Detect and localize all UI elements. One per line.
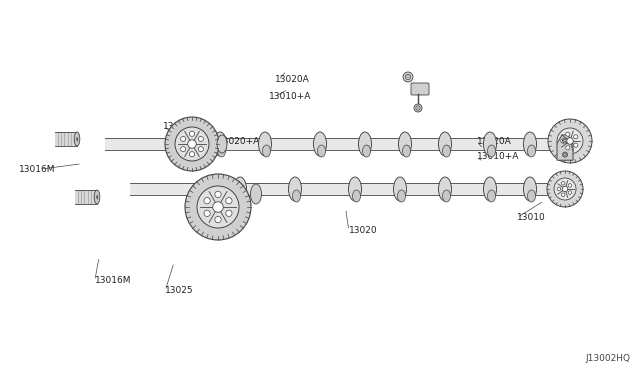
Circle shape — [568, 184, 572, 187]
Ellipse shape — [438, 177, 451, 201]
Circle shape — [414, 104, 422, 112]
Circle shape — [416, 106, 420, 110]
Bar — [105, 138, 565, 150]
Circle shape — [566, 146, 570, 150]
Circle shape — [198, 137, 204, 141]
Ellipse shape — [524, 177, 536, 201]
Ellipse shape — [358, 132, 371, 156]
Text: 13020: 13020 — [349, 226, 378, 235]
Ellipse shape — [524, 132, 536, 156]
Ellipse shape — [483, 177, 497, 201]
Ellipse shape — [527, 145, 536, 157]
Ellipse shape — [438, 132, 451, 156]
Ellipse shape — [527, 190, 536, 202]
Ellipse shape — [317, 145, 326, 157]
Ellipse shape — [94, 190, 100, 204]
Ellipse shape — [289, 177, 301, 201]
Circle shape — [563, 186, 568, 192]
Ellipse shape — [217, 135, 227, 153]
Circle shape — [165, 117, 219, 171]
Polygon shape — [557, 135, 573, 160]
Ellipse shape — [214, 132, 227, 156]
Circle shape — [405, 74, 411, 80]
Ellipse shape — [314, 132, 326, 156]
Circle shape — [563, 138, 568, 143]
Circle shape — [212, 202, 223, 212]
Ellipse shape — [548, 177, 561, 201]
Circle shape — [567, 138, 573, 144]
Circle shape — [198, 147, 204, 152]
Ellipse shape — [250, 184, 262, 204]
Ellipse shape — [218, 145, 225, 157]
Text: 13010+A: 13010+A — [477, 153, 519, 161]
FancyBboxPatch shape — [411, 83, 429, 95]
Text: 13020A: 13020A — [477, 137, 511, 146]
Circle shape — [204, 210, 210, 217]
Ellipse shape — [403, 145, 410, 157]
Circle shape — [547, 171, 583, 207]
Circle shape — [566, 132, 570, 136]
Ellipse shape — [349, 177, 362, 201]
Circle shape — [568, 191, 572, 194]
Ellipse shape — [488, 190, 495, 202]
Text: 13025: 13025 — [165, 286, 194, 295]
Ellipse shape — [362, 145, 371, 157]
Circle shape — [564, 139, 566, 142]
Ellipse shape — [442, 190, 451, 202]
Ellipse shape — [552, 190, 561, 202]
Circle shape — [215, 191, 221, 198]
Ellipse shape — [442, 145, 451, 157]
Text: 13024: 13024 — [163, 122, 192, 131]
Circle shape — [185, 174, 251, 240]
Circle shape — [403, 72, 413, 82]
Circle shape — [557, 187, 561, 191]
Text: 13016M: 13016M — [19, 165, 56, 174]
Ellipse shape — [74, 132, 80, 146]
Circle shape — [189, 131, 195, 137]
Circle shape — [204, 198, 210, 204]
Circle shape — [573, 135, 578, 139]
Text: 13020A: 13020A — [275, 76, 310, 84]
Text: 13010+A: 13010+A — [269, 92, 311, 101]
FancyBboxPatch shape — [75, 190, 97, 204]
Circle shape — [226, 198, 232, 204]
Ellipse shape — [262, 145, 271, 157]
Ellipse shape — [292, 190, 301, 202]
Ellipse shape — [488, 145, 495, 157]
Ellipse shape — [399, 132, 412, 156]
Circle shape — [563, 152, 568, 157]
FancyBboxPatch shape — [55, 132, 77, 146]
Ellipse shape — [394, 177, 406, 201]
Circle shape — [188, 140, 196, 148]
Circle shape — [197, 186, 239, 228]
Text: 13010: 13010 — [517, 213, 546, 222]
Ellipse shape — [237, 190, 246, 202]
Circle shape — [180, 137, 186, 141]
Circle shape — [175, 127, 209, 161]
Circle shape — [564, 153, 566, 156]
Ellipse shape — [353, 190, 360, 202]
Circle shape — [215, 217, 221, 223]
Circle shape — [189, 152, 195, 157]
Circle shape — [561, 182, 565, 185]
Ellipse shape — [259, 132, 271, 156]
Text: J13002HQ: J13002HQ — [586, 354, 630, 363]
Bar — [130, 183, 565, 195]
Text: 13020+A: 13020+A — [218, 137, 260, 146]
Text: 13016M: 13016M — [95, 276, 131, 285]
Ellipse shape — [483, 132, 497, 156]
Circle shape — [548, 119, 592, 163]
Circle shape — [180, 147, 186, 152]
Circle shape — [557, 128, 583, 154]
Circle shape — [561, 193, 565, 196]
Circle shape — [573, 143, 578, 147]
Circle shape — [554, 178, 576, 200]
Circle shape — [226, 210, 232, 217]
Circle shape — [561, 139, 565, 143]
Ellipse shape — [397, 190, 406, 202]
Ellipse shape — [234, 177, 246, 201]
